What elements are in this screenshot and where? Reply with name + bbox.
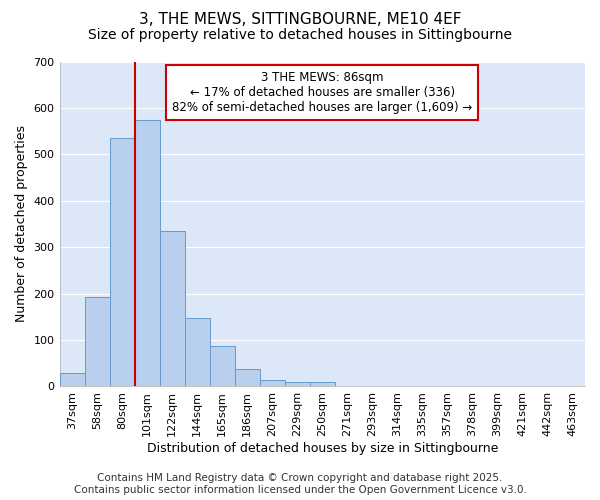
Bar bbox=[209, 346, 235, 387]
Bar bbox=[134, 120, 160, 386]
Bar bbox=[185, 318, 209, 386]
Bar bbox=[285, 382, 310, 386]
Text: Size of property relative to detached houses in Sittingbourne: Size of property relative to detached ho… bbox=[88, 28, 512, 42]
Bar bbox=[59, 372, 85, 386]
Text: 3, THE MEWS, SITTINGBOURNE, ME10 4EF: 3, THE MEWS, SITTINGBOURNE, ME10 4EF bbox=[139, 12, 461, 28]
Text: 3 THE MEWS: 86sqm
← 17% of detached houses are smaller (336)
82% of semi-detache: 3 THE MEWS: 86sqm ← 17% of detached hous… bbox=[172, 71, 472, 114]
Text: Contains HM Land Registry data © Crown copyright and database right 2025.
Contai: Contains HM Land Registry data © Crown c… bbox=[74, 474, 526, 495]
Bar bbox=[160, 231, 185, 386]
Bar bbox=[260, 380, 285, 386]
Bar bbox=[310, 382, 335, 386]
Y-axis label: Number of detached properties: Number of detached properties bbox=[15, 126, 28, 322]
Bar bbox=[110, 138, 134, 386]
X-axis label: Distribution of detached houses by size in Sittingbourne: Distribution of detached houses by size … bbox=[146, 442, 498, 455]
Bar bbox=[235, 369, 260, 386]
Bar bbox=[85, 297, 110, 386]
